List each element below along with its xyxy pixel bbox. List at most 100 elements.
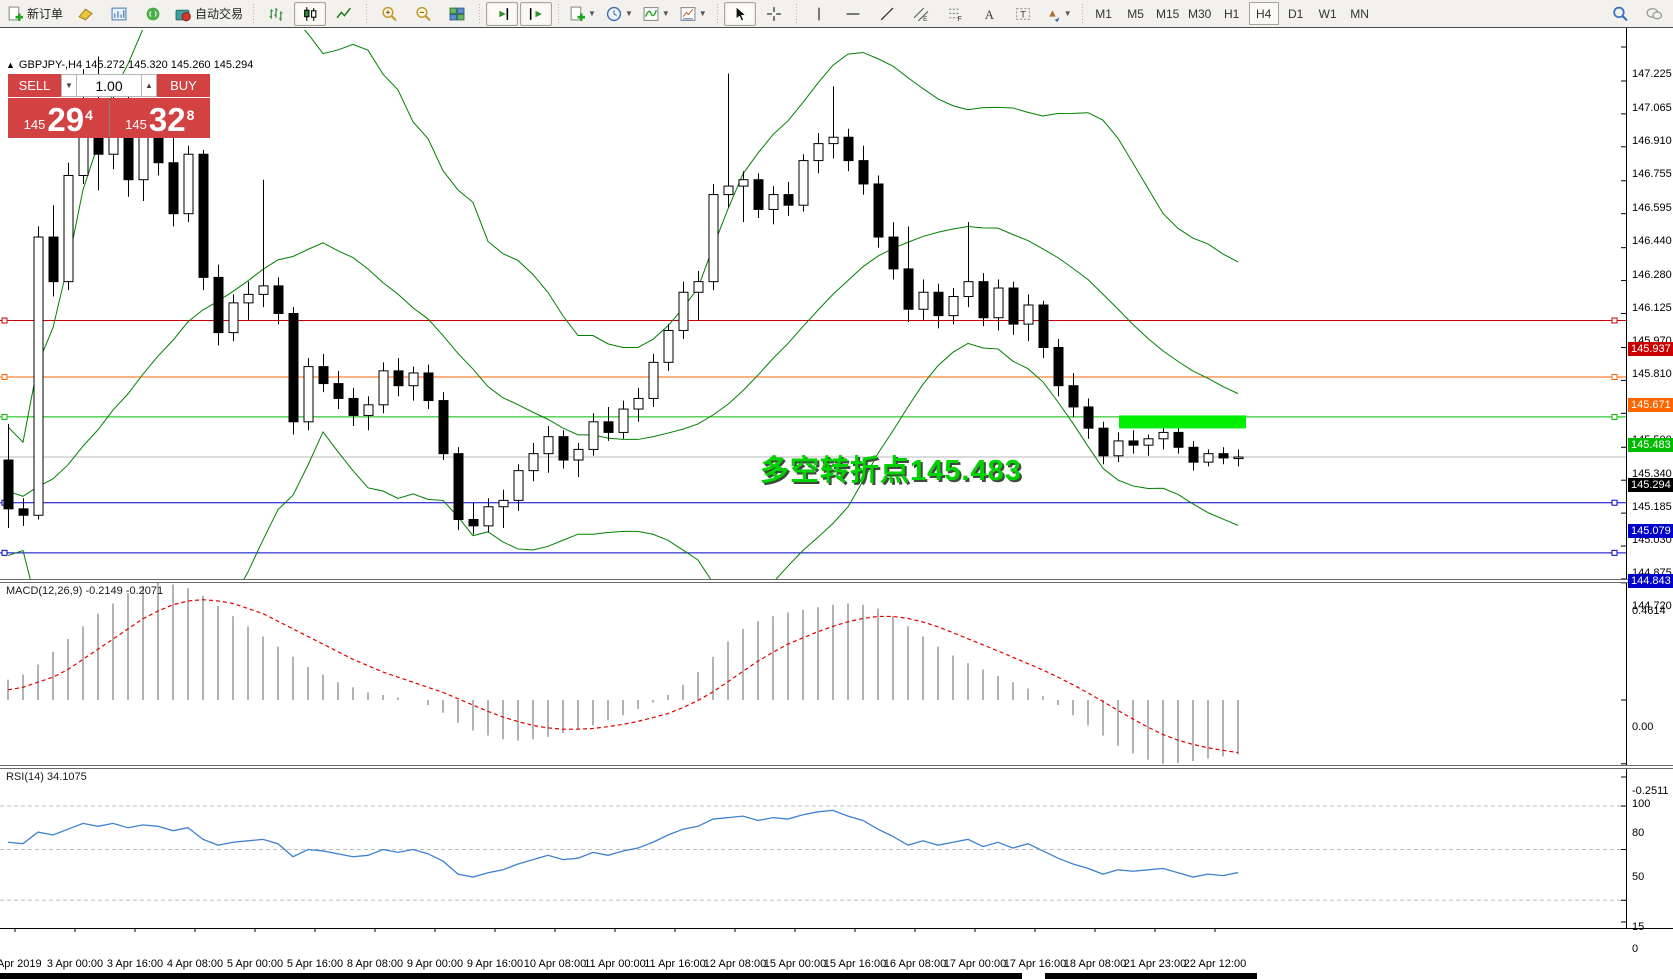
hline-handle[interactable] (1611, 317, 1618, 324)
time-label: 4 Apr 08:00 (166, 958, 224, 970)
timeframe-button-mn[interactable]: MN (1350, 6, 1369, 21)
search-icon (1613, 6, 1628, 21)
rsi-tick-label: 80 (1632, 827, 1645, 839)
macd-label: MACD(12,26,9) -0.2149 -0.2071 (6, 585, 164, 597)
text-button[interactable]: A (973, 2, 1005, 26)
toolbar-separator (1078, 3, 1086, 24)
time-label: 17 Apr 16:00 (1003, 958, 1067, 970)
arrows-menu-button[interactable]: ▼ (1041, 2, 1076, 26)
symbol-ohlc-text: GBPJPY-,H4 145.272 145.320 145.260 145.2… (18, 59, 254, 71)
new-order-button[interactable]: 新订单 (3, 2, 67, 26)
fibo-button[interactable]: F (939, 2, 971, 26)
chat-button[interactable] (1638, 2, 1670, 26)
indicators-menu-button[interactable]: ▼ (639, 2, 674, 26)
bollinger-middle (7, 226, 1239, 497)
new-order-menu-button[interactable]: ▼ (565, 2, 600, 26)
channel-icon: E (913, 7, 929, 22)
symbol-info-line: ▲ GBPJPY-,H4 145.272 145.320 145.260 145.… (6, 59, 253, 71)
price-tick-label: 144.720 (1632, 599, 1672, 612)
signals-button[interactable] (137, 2, 169, 26)
cursor-button[interactable] (723, 1, 756, 26)
dropdown-arrow-icon[interactable]: ▼ (698, 9, 707, 18)
market-watch-button[interactable] (103, 2, 135, 26)
hline-handle[interactable] (1, 373, 8, 380)
hline-handle[interactable] (1611, 499, 1618, 506)
timeframe-button-w1[interactable]: W1 (1318, 6, 1337, 21)
hline-handle[interactable] (1, 549, 8, 556)
eraser-icon (78, 7, 93, 21)
crosshair-button[interactable] (758, 2, 790, 26)
timeframe-button-d1[interactable]: D1 (1287, 6, 1304, 21)
time-label: 21 Apr 23:00 (1123, 958, 1187, 970)
buy-price-button[interactable]: 145 32 8 (109, 98, 210, 138)
sell-price-button[interactable]: 145 29 4 (8, 98, 109, 138)
sell-button[interactable]: SELL (8, 74, 61, 97)
volume-input[interactable]: 1.00 (77, 74, 141, 97)
templates-menu-button[interactable]: ▼ (676, 2, 711, 26)
volume-down-button[interactable]: ▼ (61, 74, 77, 97)
dropdown-arrow-icon[interactable]: ▼ (661, 9, 670, 18)
macd-pane[interactable] (7, 582, 1239, 764)
vline-button[interactable] (803, 2, 835, 26)
rsi-pane-splitter[interactable] (0, 765, 1673, 769)
timeframe-button-h1[interactable]: H1 (1223, 6, 1240, 21)
bollinger-bands (7, 30, 1239, 580)
zoom-in-button[interactable] (373, 2, 405, 26)
toolbar-separator (250, 3, 258, 24)
doc-plus-icon (8, 6, 23, 21)
buy-button[interactable]: BUY (157, 74, 210, 97)
dropdown-arrow-icon[interactable]: ▼ (588, 9, 596, 18)
template-icon (680, 6, 696, 21)
macd-pane-splitter[interactable] (0, 579, 1673, 583)
eraser-button[interactable] (69, 2, 101, 26)
chart-shift-button[interactable] (520, 1, 553, 26)
tile-windows-button[interactable] (441, 2, 473, 26)
line-chart-button[interactable] (328, 2, 360, 26)
clock-icon (606, 6, 622, 21)
time-label: 9 Apr 16:00 (466, 958, 524, 970)
autotrade-button-label: 自动交易 (195, 7, 244, 21)
timeframe-button-m30[interactable]: M30 (1187, 6, 1212, 21)
turning-point-highlight[interactable] (1119, 415, 1246, 429)
trendline-button[interactable] (871, 2, 903, 26)
hline-handle[interactable] (1611, 413, 1618, 420)
auto-scroll-button[interactable] (486, 1, 519, 26)
hline-handle[interactable] (1611, 373, 1618, 380)
search-button[interactable] (1604, 2, 1636, 26)
price-badge-145.483: 145.483 (1628, 437, 1673, 452)
bars-icon (269, 7, 283, 21)
chart-canvas[interactable] (0, 28, 1673, 954)
timeframe-button-h4[interactable]: H4 (1248, 2, 1279, 25)
shift-icon (529, 7, 542, 20)
channel-button[interactable]: E (905, 2, 937, 26)
time-label: 22 Apr 12:00 (1183, 958, 1247, 970)
hline-handle[interactable] (1611, 549, 1618, 556)
time-label: 12 Apr 08:00 (703, 958, 767, 970)
hline-button[interactable] (837, 2, 869, 26)
periods-menu-button[interactable]: ▼ (602, 2, 637, 26)
hlines-layer[interactable] (0, 317, 1626, 556)
macd-tick-label: 0.00 (1632, 721, 1654, 733)
volume-up-button[interactable]: ▲ (141, 74, 157, 97)
timeframe-button-m1[interactable]: M1 (1095, 6, 1112, 21)
rsi-pane[interactable] (0, 805, 1626, 901)
label-button[interactable]: T (1007, 2, 1039, 26)
timeframe-button-m5[interactable]: M5 (1127, 6, 1144, 21)
hline-handle[interactable] (1, 413, 8, 420)
bar-chart-button[interactable] (260, 2, 292, 26)
one-click-toggle-icon[interactable]: ▲ (6, 60, 15, 70)
text-icon: A (984, 7, 994, 21)
time-label: 15 Apr 16:00 (823, 958, 887, 970)
toolbar-separator (363, 3, 371, 24)
hline-handle[interactable] (1, 317, 8, 324)
zoom-out-icon (416, 6, 431, 21)
candle-chart-button[interactable] (294, 1, 327, 26)
dropdown-arrow-icon[interactable]: ▼ (1063, 9, 1072, 18)
dropdown-arrow-icon[interactable]: ▼ (624, 9, 633, 18)
chart-annotation-text[interactable]: 多空转折点145.483 (760, 455, 1022, 487)
trend-icon (880, 7, 894, 20)
autotrade-button[interactable]: 自动交易 (171, 2, 247, 26)
timeframe-button-m15[interactable]: M15 (1155, 6, 1180, 21)
chart-window[interactable]: ▲ GBPJPY-,H4 145.272 145.320 145.260 145.… (0, 28, 1673, 979)
zoom-out-button[interactable] (407, 2, 439, 26)
